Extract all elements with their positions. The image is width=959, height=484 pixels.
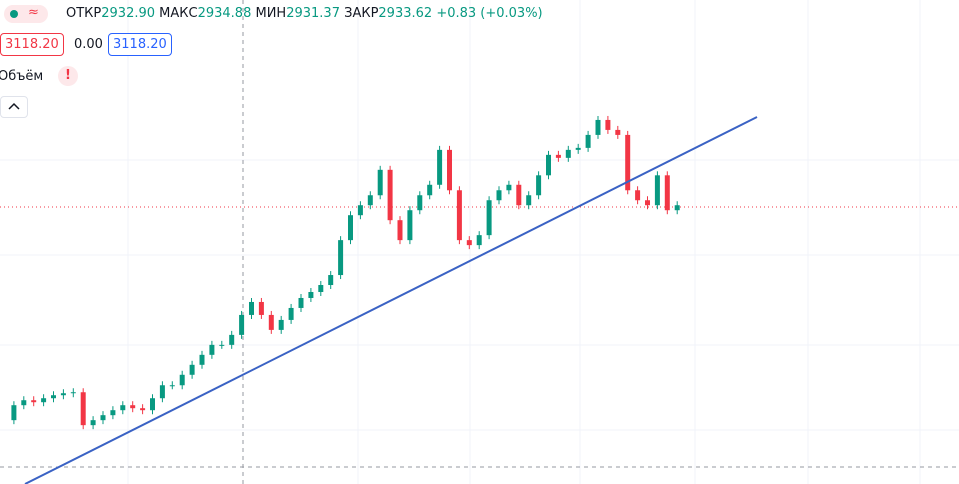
candle-body: [506, 184, 512, 191]
ohlc: ОТКР2932.90 МАКС2934.88 МИН2931.37 ЗАКР2…: [66, 6, 543, 21]
candle-body: [41, 398, 47, 403]
candle-body: [338, 240, 344, 276]
candle-body: [318, 285, 324, 292]
candle-body: [159, 385, 165, 399]
candle-body: [546, 154, 551, 176]
candle-body: [150, 398, 155, 411]
value: 2932.90: [101, 6, 156, 21]
candle-body: [516, 184, 522, 206]
candle-body: [565, 149, 571, 158]
candle-body: [298, 297, 304, 308]
candle-body: [437, 149, 443, 185]
candle-body: [486, 200, 492, 236]
label: ЗАКР: [344, 6, 379, 21]
candle-body: [199, 354, 205, 365]
candle-body: [536, 175, 542, 196]
candle-body: [80, 392, 86, 426]
candle-body: [447, 149, 452, 191]
candle-body: [595, 119, 601, 135]
candle-body: [288, 307, 294, 320]
candle-body: [407, 210, 413, 241]
candle-body: [169, 385, 175, 387]
candle-body: [476, 235, 482, 246]
candle-body: [664, 175, 670, 211]
indicator-value: 0.00: [74, 37, 103, 52]
candle-body: [526, 195, 532, 206]
warning-icon[interactable]: !: [58, 66, 78, 86]
candle-body: [219, 344, 225, 346]
candle-body: [100, 415, 106, 421]
trend-line[interactable]: [24, 116, 758, 484]
candle-body: [645, 200, 650, 206]
candle-body: [555, 154, 561, 158]
candle-body: [120, 405, 126, 411]
candle-body: [417, 195, 423, 211]
indicator-value[interactable]: 3118.20: [108, 33, 172, 56]
candle-body: [308, 292, 314, 298]
value: 2934.88: [197, 6, 252, 21]
candle-body: [367, 195, 373, 206]
candle-body: [229, 334, 235, 345]
change: +0.83 (+0.03%): [436, 6, 543, 21]
volume-label: Объём: [0, 69, 44, 84]
value: 2931.37: [286, 6, 340, 21]
candle-body: [357, 205, 363, 216]
candle-body: [268, 314, 274, 330]
candle-body: [615, 129, 621, 135]
candle-body: [130, 405, 136, 409]
candles: [11, 115, 680, 430]
candle-body: [328, 275, 334, 286]
candle-body: [496, 190, 502, 201]
candle-body: [140, 408, 146, 411]
candle-body: [427, 184, 433, 196]
label: ОТКР: [66, 6, 102, 21]
candle-body: [110, 410, 116, 416]
label: МИН: [255, 6, 287, 21]
approx-icon: ≈: [28, 5, 39, 20]
candle-body: [209, 344, 215, 355]
candle-body: [258, 301, 264, 315]
candle-body: [456, 190, 462, 241]
candle-body: [377, 169, 383, 196]
candle-body: [189, 364, 195, 375]
candle-body: [21, 400, 27, 406]
value: 2933.62: [378, 6, 433, 21]
candle-body: [575, 147, 581, 150]
candle-body: [387, 169, 393, 221]
candle-body: [348, 215, 353, 241]
status-icons[interactable]: ≈: [4, 5, 48, 23]
candle-body: [239, 314, 245, 335]
candle-body: [70, 392, 76, 394]
candle-body: [625, 134, 631, 191]
candle-body: [585, 134, 591, 148]
candle-body: [605, 119, 611, 130]
label: МАКС: [159, 6, 198, 21]
candle-body: [466, 240, 472, 246]
candle-body: [11, 405, 17, 421]
candle-body: [249, 301, 254, 315]
candle-body: [51, 395, 56, 399]
candle-body: [674, 205, 680, 211]
candle-body: [90, 420, 96, 426]
collapse-button[interactable]: [0, 96, 28, 118]
chevron: [8, 102, 20, 110]
candle-body: [179, 374, 185, 386]
candle-body: [635, 190, 641, 201]
candle-body: [397, 220, 403, 241]
candle-body: [278, 319, 284, 330]
status-dot: [10, 10, 18, 18]
indicator-value[interactable]: 3118.20: [0, 33, 64, 56]
candle-body: [654, 175, 660, 206]
candle-body: [60, 393, 66, 396]
candle-body: [31, 400, 37, 403]
